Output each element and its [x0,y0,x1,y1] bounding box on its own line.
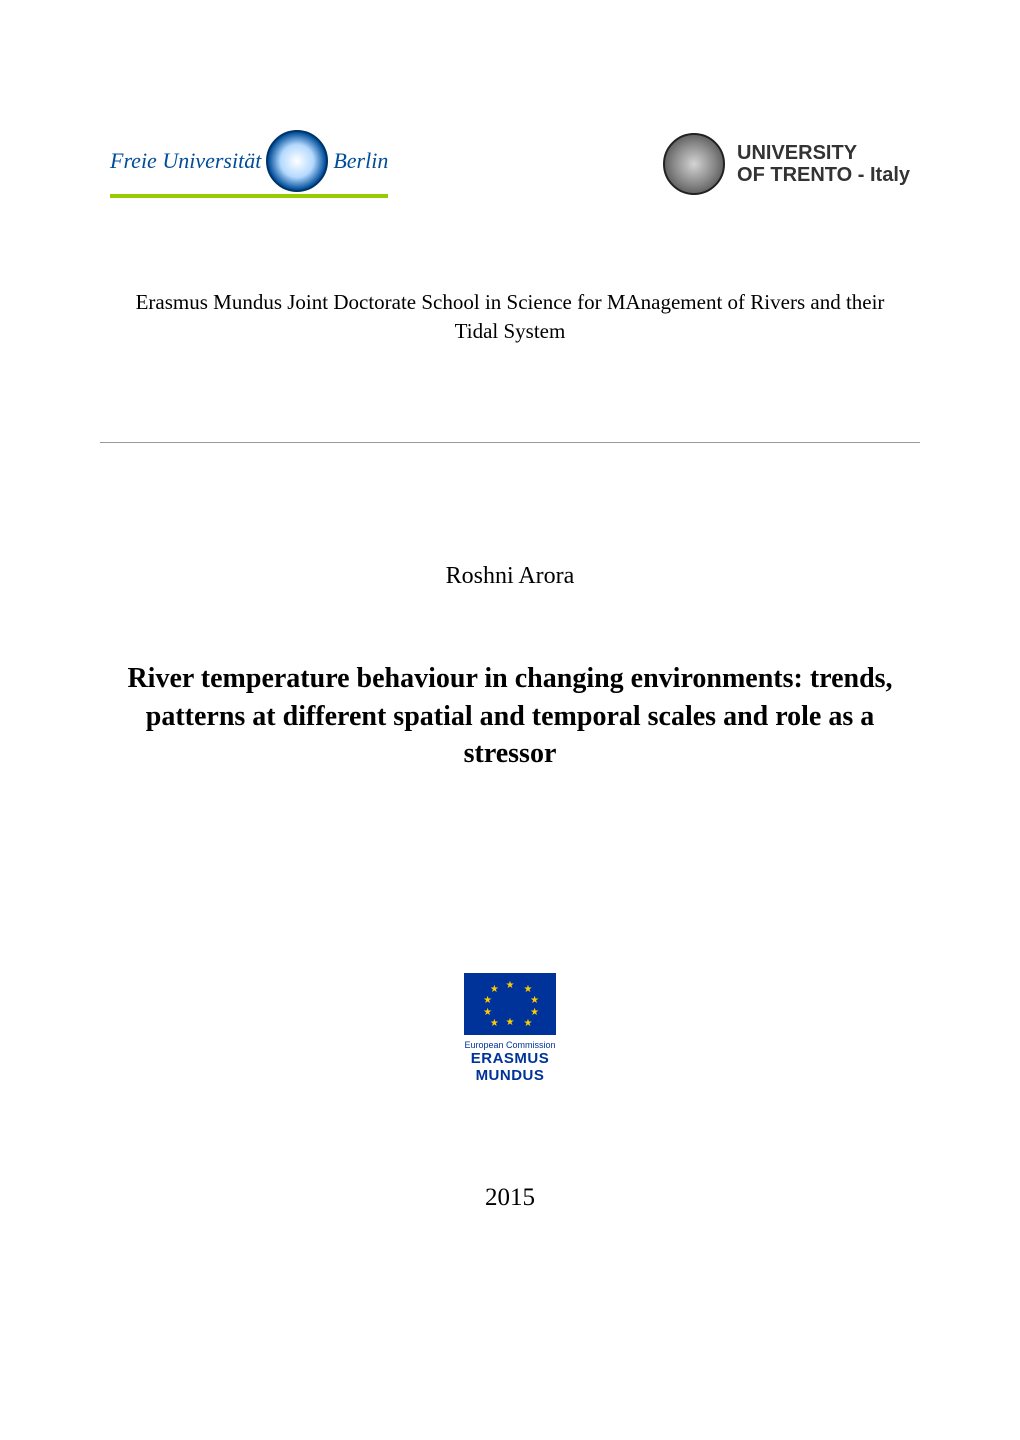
star-icon: ★ [506,1017,515,1028]
fu-berlin-logo: Freie Universität Berlin [110,130,388,198]
star-icon: ★ [483,995,492,1006]
eu-flag-icon: ★ ★ ★ ★ ★ ★ ★ ★ ★ ★ [464,973,556,1035]
fu-seal-icon [266,130,328,192]
star-icon: ★ [490,1018,499,1029]
trento-line1: UNIVERSITY [737,142,910,164]
star-icon: ★ [530,1007,539,1018]
fu-text-right: Berlin [333,148,388,174]
star-icon: ★ [523,1018,532,1029]
trento-line2: OF TRENTO - Italy [737,164,910,186]
star-icon: ★ [523,984,532,995]
star-icon: ★ [530,995,539,1006]
trento-text: UNIVERSITY OF TRENTO - Italy [737,142,910,186]
star-icon: ★ [506,980,515,991]
erasmus-text-block: European Commission ERASMUS MUNDUS [464,1040,555,1084]
program-text: Erasmus Mundus Joint Doctorate School in… [100,288,920,347]
fu-text-left: Freie Universität [110,148,261,174]
author-name: Roshni Arora [100,563,920,590]
erasmus-line1: ERASMUS [464,1050,555,1067]
star-circle: ★ ★ ★ ★ ★ ★ ★ ★ ★ ★ [486,980,534,1028]
trento-logo: UNIVERSITY OF TRENTO - Italy [663,133,910,195]
ec-label: European Commission [464,1040,555,1050]
logos-row: Freie Universität Berlin UNIVERSITY OF T… [100,130,920,198]
fu-berlin-logo-top: Freie Universität Berlin [110,130,388,192]
star-icon: ★ [483,1007,492,1018]
fu-underline [110,194,388,198]
erasmus-line2: MUNDUS [464,1067,555,1084]
trento-seal-icon [663,133,725,195]
star-icon: ★ [490,984,499,995]
year-text: 2015 [100,1184,920,1212]
divider-line [100,442,920,443]
erasmus-mundus-logo: ★ ★ ★ ★ ★ ★ ★ ★ ★ ★ European Commission … [445,973,575,1084]
thesis-title: River temperature behaviour in changing … [100,660,920,773]
